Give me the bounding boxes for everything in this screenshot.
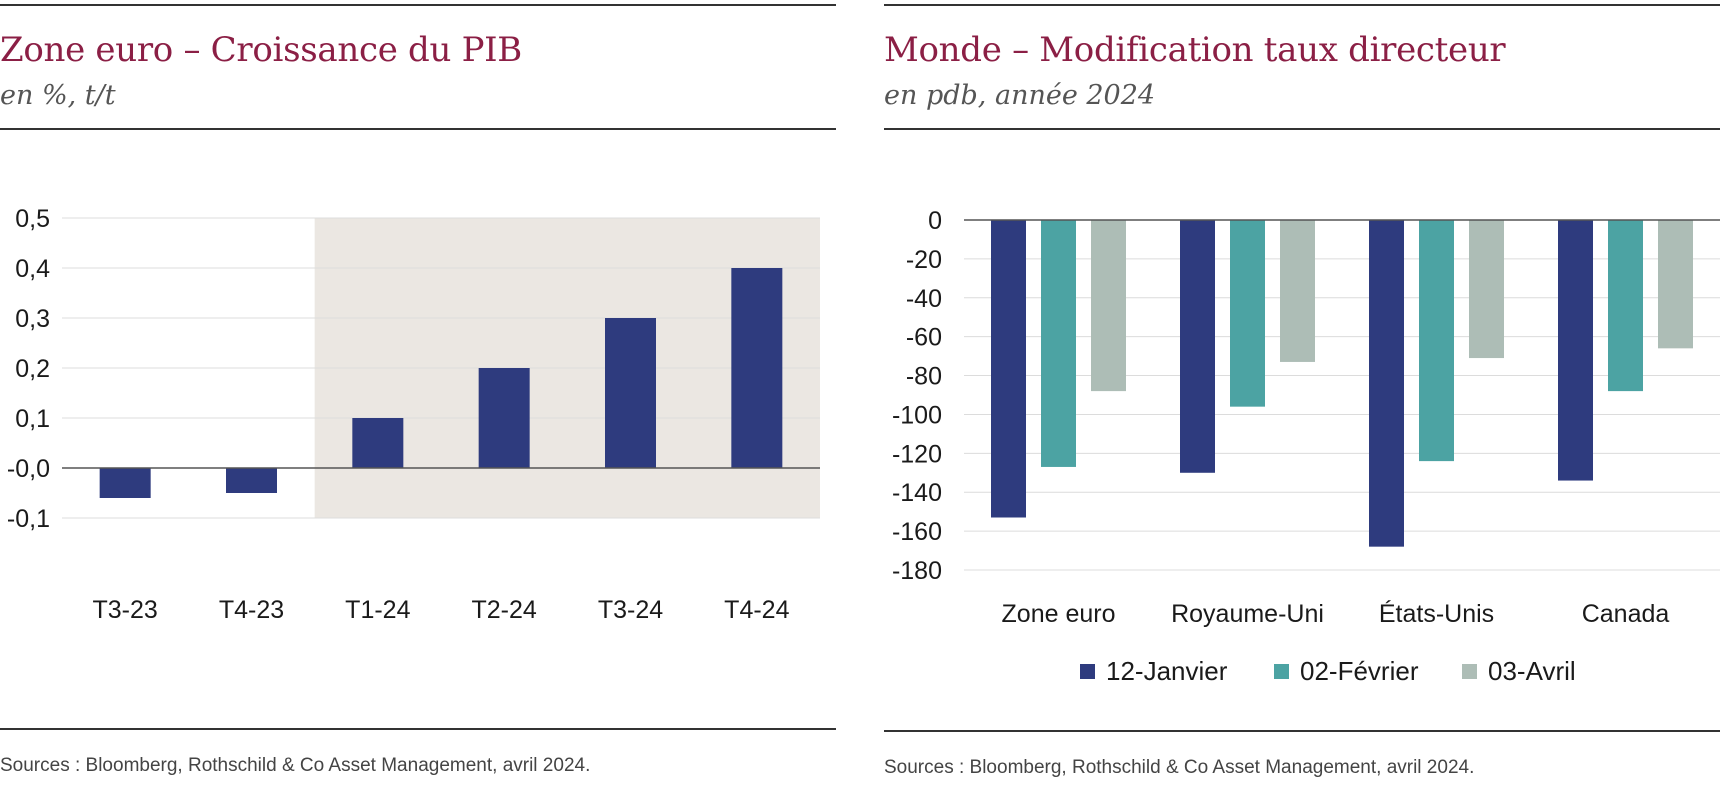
y-tick-label: 0,1 xyxy=(15,405,50,433)
bar xyxy=(1180,220,1215,473)
y-tick-label: -40 xyxy=(906,285,942,313)
y-tick-label: -160 xyxy=(892,518,942,546)
bar xyxy=(731,268,783,468)
bar xyxy=(1091,220,1126,392)
legend-label: 12-Janvier xyxy=(1106,656,1228,686)
header-rule xyxy=(884,128,1720,130)
y-tick-label: -140 xyxy=(892,479,942,507)
y-tick-label: -60 xyxy=(906,324,942,352)
legend-swatch xyxy=(1462,664,1477,679)
bar xyxy=(1658,220,1693,349)
legend-swatch xyxy=(1080,664,1095,679)
y-tick-label: -100 xyxy=(892,401,942,429)
bar xyxy=(991,220,1026,518)
legend-swatch xyxy=(1274,664,1289,679)
y-tick-label: -80 xyxy=(906,363,942,391)
policy-rate-bar-chart: 0 -20 -40 -60 -80 -100 -120 -140 -160 -180 Zone eu… xyxy=(892,207,1720,686)
footer-rule xyxy=(0,728,836,730)
y-tick-label: 0,3 xyxy=(15,305,50,333)
y-tick-label: -180 xyxy=(892,557,942,585)
x-tick-label: Royaume-Uni xyxy=(1171,600,1324,628)
y-tick-label: 0,2 xyxy=(15,355,50,383)
x-tick-label: T4-23 xyxy=(219,596,284,624)
bar xyxy=(352,418,404,468)
legend-label: 03-Avril xyxy=(1488,656,1576,686)
gdp-growth-bar-chart: 0,5 0,4 0,3 0,2 0,1 -0,0 -0,1 T3-23 T4-23 T1-24 T2… xyxy=(7,205,820,624)
bar xyxy=(1419,220,1454,462)
bar xyxy=(1230,220,1265,407)
source-note: Sources : Bloomberg, Rothschild & Co Ass… xyxy=(0,755,591,776)
bar xyxy=(226,468,277,493)
x-tick-label: T3-24 xyxy=(598,596,663,624)
x-tick-label: T4-24 xyxy=(724,596,789,624)
footer-rule xyxy=(884,730,1720,732)
bar xyxy=(1041,220,1076,467)
legend-label: 02-Février xyxy=(1300,656,1419,686)
chart-subtitle: en %, t/t xyxy=(0,80,116,111)
bar xyxy=(1280,220,1315,362)
bar xyxy=(605,318,656,468)
bar xyxy=(1369,220,1404,547)
bar xyxy=(1608,220,1643,392)
bar xyxy=(1558,220,1593,481)
policy-rate-panel: Monde – Modification taux directeur en p… xyxy=(884,0,1720,785)
gdp-growth-panel: Zone euro – Croissance du PIB en %, t/t … xyxy=(0,0,836,785)
bar xyxy=(1469,220,1504,359)
y-tick-label: 0,4 xyxy=(15,255,50,283)
x-tick-label: États-Unis xyxy=(1379,599,1494,628)
x-tick-label: T1-24 xyxy=(345,596,410,624)
source-note: Sources : Bloomberg, Rothschild & Co Ass… xyxy=(884,757,1475,778)
y-tick-label: -20 xyxy=(906,246,942,274)
bar xyxy=(99,468,151,498)
top-rule xyxy=(0,4,836,6)
y-tick-label: 0 xyxy=(928,207,942,235)
chart-title: Zone euro – Croissance du PIB xyxy=(0,30,522,70)
y-tick-label: -120 xyxy=(892,440,942,468)
y-tick-label: -0,1 xyxy=(7,505,50,533)
header-rule xyxy=(0,128,836,130)
chart-title: Monde – Modification taux directeur xyxy=(884,30,1506,70)
bar xyxy=(478,368,530,468)
y-tick-label: -0,0 xyxy=(7,455,50,483)
chart-subtitle: en pdb, année 2024 xyxy=(884,80,1156,111)
x-tick-label: T2-24 xyxy=(472,596,537,624)
x-tick-label: Canada xyxy=(1582,600,1670,628)
y-tick-label: 0,5 xyxy=(15,205,50,233)
x-tick-label: Zone euro xyxy=(1002,600,1116,628)
top-rule xyxy=(884,4,1720,6)
x-tick-label: T3-23 xyxy=(93,596,158,624)
